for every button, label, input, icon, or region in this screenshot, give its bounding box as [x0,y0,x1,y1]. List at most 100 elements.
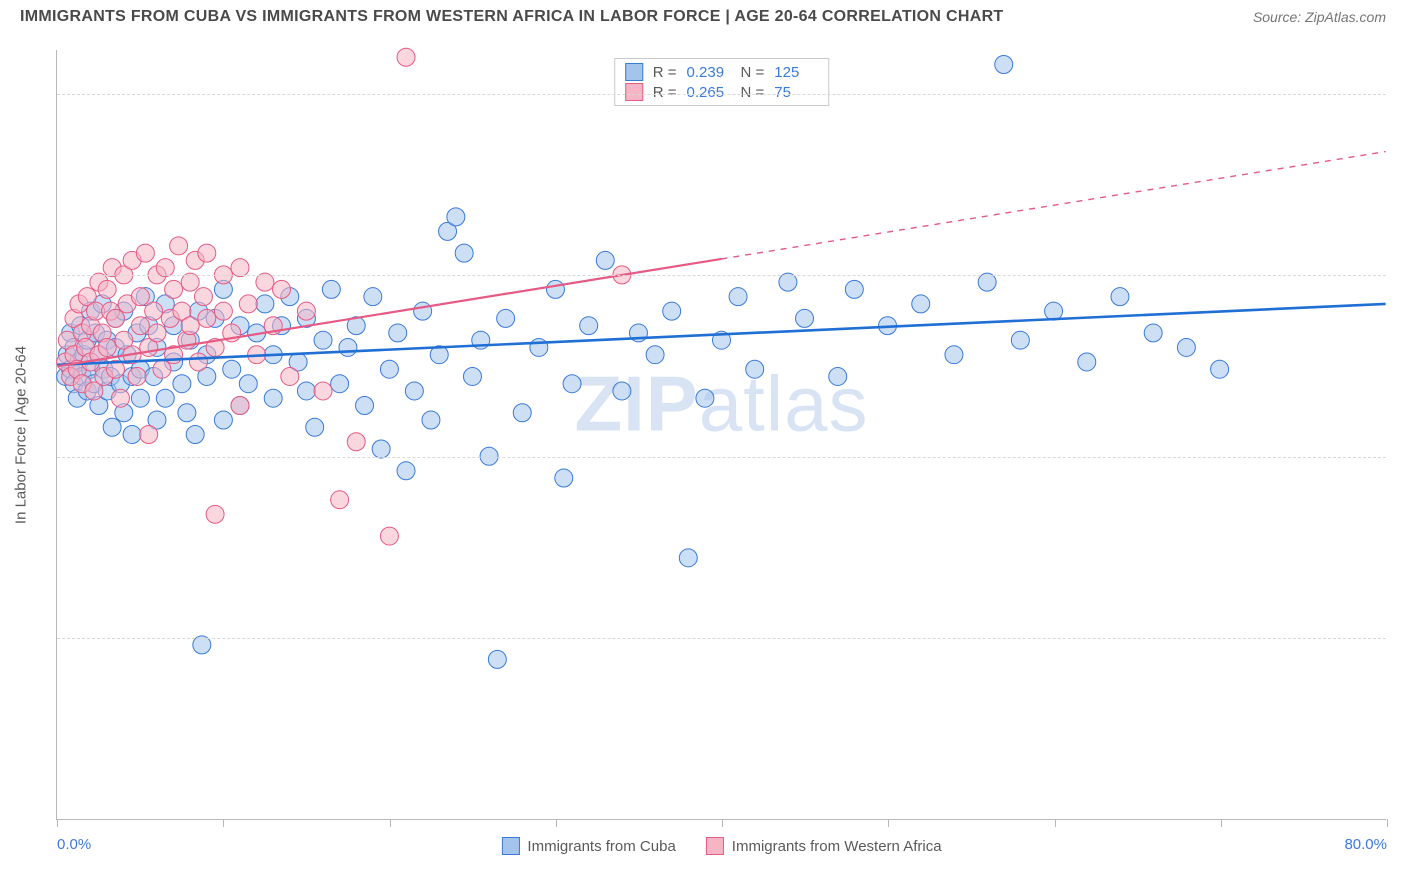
x-tick [223,819,224,827]
x-tick [57,819,58,827]
stats-legend: R = 0.239 N = 125 R = 0.265 N = 75 [614,58,830,106]
scatter-point-cuba [1078,353,1096,371]
scatter-point-cuba [123,426,141,444]
scatter-point-west_africa [98,338,116,356]
scatter-point-west_africa [397,48,415,66]
scatter-point-cuba [580,317,598,335]
x-tick [390,819,391,827]
scatter-point-cuba [613,382,631,400]
scatter-point-west_africa [148,324,166,342]
scatter-point-cuba [663,302,681,320]
scatter-point-cuba [679,549,697,567]
scatter-point-west_africa [214,302,232,320]
scatter-point-west_africa [231,259,249,277]
n-label: N = [741,64,765,81]
scatter-point-cuba [356,396,374,414]
scatter-point-west_africa [297,302,315,320]
swatch-wafrica [625,83,643,101]
scatter-point-cuba [178,404,196,422]
scatter-point-cuba [1211,360,1229,378]
scatter-point-cuba [173,375,191,393]
scatter-point-cuba [513,404,531,422]
scatter-point-cuba [829,367,847,385]
legend-label-cuba: Immigrants from Cuba [527,838,675,855]
n-value-cuba: 125 [774,64,818,81]
scatter-point-cuba [912,295,930,313]
scatter-point-cuba [372,440,390,458]
scatter-point-cuba [488,650,506,668]
scatter-point-west_africa [106,309,124,327]
scatter-point-west_africa [131,317,149,335]
scatter-point-west_africa [380,527,398,545]
scatter-point-cuba [729,288,747,306]
scatter-point-cuba [447,208,465,226]
scatter-point-west_africa [111,389,129,407]
scatter-point-west_africa [194,288,212,306]
x-tick-label: 80.0% [1344,836,1387,853]
scatter-point-cuba [463,367,481,385]
scatter-point-cuba [264,389,282,407]
scatter-point-cuba [563,375,581,393]
scatter-point-west_africa [145,302,163,320]
n-value-wafrica: 75 [774,84,818,101]
scatter-point-cuba [1045,302,1063,320]
scatter-point-cuba [546,280,564,298]
x-tick [888,819,889,827]
swatch-cuba [501,837,519,855]
chart-plot-area: In Labor Force | Age 20-64 ZIPatlas R = … [56,50,1386,820]
scatter-point-cuba [945,346,963,364]
scatter-point-west_africa [170,237,188,255]
scatter-point-west_africa [98,280,116,298]
scatter-point-cuba [455,244,473,262]
stats-row-wafrica: R = 0.265 N = 75 [625,83,819,101]
scatter-point-west_africa [231,396,249,414]
scatter-point-cuba [422,411,440,429]
scatter-point-west_africa [331,491,349,509]
scatter-point-cuba [1111,288,1129,306]
scatter-point-cuba [156,389,174,407]
r-value-cuba: 0.239 [687,64,731,81]
scatter-point-cuba [530,338,548,356]
x-tick-label: 0.0% [57,836,91,853]
y-axis-label: In Labor Force | Age 20-64 [13,345,30,523]
gridline [57,94,1386,95]
scatter-point-cuba [380,360,398,378]
scatter-point-cuba [555,469,573,487]
scatter-point-cuba [364,288,382,306]
scatter-point-west_africa [314,382,332,400]
x-tick [1387,819,1388,827]
scatter-point-west_africa [273,280,291,298]
scatter-point-cuba [746,360,764,378]
scatter-point-cuba [1177,338,1195,356]
scatter-point-cuba [696,389,714,407]
scatter-point-cuba [389,324,407,342]
legend-item-cuba: Immigrants from Cuba [501,837,675,855]
legend-label-wafrica: Immigrants from Western Africa [732,838,942,855]
trendline-west_africa-dashed [722,152,1386,259]
swatch-cuba [625,63,643,81]
scatter-point-west_africa [165,280,183,298]
scatter-point-cuba [131,389,149,407]
scatter-point-cuba [339,338,357,356]
n-label: N = [741,84,765,101]
scatter-point-cuba [414,302,432,320]
legend-item-wafrica: Immigrants from Western Africa [706,837,942,855]
gridline [57,275,1386,276]
scatter-point-west_africa [128,367,146,385]
scatter-point-west_africa [198,244,216,262]
stats-row-cuba: R = 0.239 N = 125 [625,63,819,81]
source-credit: Source: ZipAtlas.com [1253,9,1386,25]
scatter-point-west_africa [190,353,208,371]
scatter-point-west_africa [181,317,199,335]
scatter-point-west_africa [156,259,174,277]
scatter-point-cuba [845,280,863,298]
scatter-svg [57,50,1386,819]
gridline [57,638,1386,639]
scatter-point-cuba [646,346,664,364]
scatter-point-west_africa [136,244,154,262]
scatter-point-west_africa [281,367,299,385]
scatter-point-cuba [214,411,232,429]
bottom-legend: Immigrants from Cuba Immigrants from Wes… [501,837,941,855]
scatter-point-cuba [796,309,814,327]
scatter-point-cuba [186,426,204,444]
